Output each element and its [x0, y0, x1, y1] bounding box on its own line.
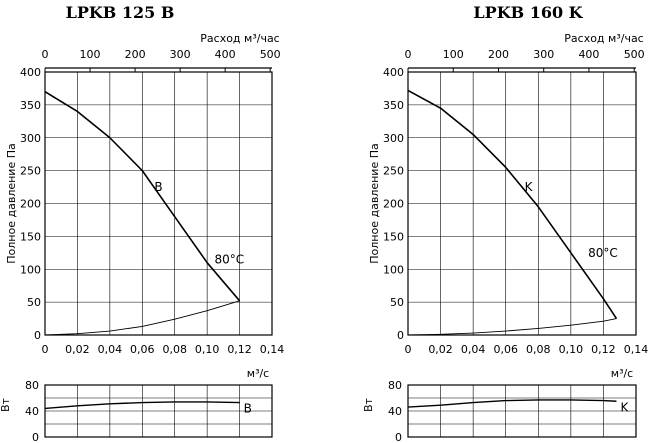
x-tick-label: 0,02	[65, 343, 90, 356]
y-tick-label: 50	[390, 296, 404, 309]
power-y-tick-label: 0	[395, 431, 402, 443]
plot-frame	[44, 71, 273, 336]
power-curve	[44, 401, 240, 410]
x-tick-label: 0,14	[624, 343, 649, 356]
plot-frame	[407, 71, 637, 336]
top-tick-label: 200	[488, 48, 509, 61]
top-tick-label: 400	[215, 48, 236, 61]
top-tick-label: 400	[578, 48, 599, 61]
pressure-curve	[407, 89, 618, 320]
y-tick-label: 100	[383, 263, 404, 276]
x-tick-label: 0,06	[130, 343, 155, 356]
system-curve	[44, 300, 240, 336]
curve-name-label: B	[154, 180, 162, 194]
power-axis-label: Вт	[362, 397, 375, 412]
temperature-annotation: 80°C	[588, 246, 618, 260]
y-tick-label: 250	[20, 165, 41, 178]
x-tick-label: 0,04	[98, 343, 123, 356]
top-tick-label: 0	[42, 48, 49, 61]
x-tick-label: 0,12	[227, 343, 252, 356]
y-tick-label: 50	[27, 296, 41, 309]
top-axis-label: Расход м³/час	[564, 32, 643, 45]
y-tick-label: 400	[383, 66, 404, 79]
x-tick-label: 0,14	[260, 343, 285, 356]
chart-title: LPKB 160 K	[473, 3, 583, 22]
x-tick-label: 0,08	[526, 343, 551, 356]
y-tick-label: 400	[20, 66, 41, 79]
y-axis-label: Полное давление Па	[368, 143, 381, 263]
y-tick-label: 250	[383, 165, 404, 178]
y-tick-label: 0	[397, 329, 404, 342]
y-tick-label: 350	[20, 99, 41, 112]
y-tick-label: 150	[383, 230, 404, 243]
y-axis-label: Полное давление Па	[5, 143, 18, 263]
y-tick-label: 100	[20, 263, 41, 276]
top-tick-label: 0	[405, 48, 412, 61]
y-tick-label: 200	[383, 198, 404, 211]
y-tick-label: 300	[20, 132, 41, 145]
x-tick-label: 0,10	[195, 343, 220, 356]
y-tick-label: 0	[34, 329, 41, 342]
x-tick-label: 0,08	[162, 343, 187, 356]
x-tick-label: 0,02	[428, 343, 453, 356]
x-tick-label: 0,10	[559, 343, 584, 356]
power-axis-label: Вт	[0, 397, 12, 412]
top-tick-label: 500	[260, 48, 281, 61]
power-frame	[407, 384, 637, 438]
power-frame	[44, 384, 273, 438]
power-curve	[407, 399, 617, 408]
top-tick-label: 100	[80, 48, 101, 61]
chart-title: LPKB 125 B	[66, 3, 175, 22]
power-y-tick-label: 40	[25, 405, 39, 418]
y-tick-label: 200	[20, 198, 41, 211]
top-tick-label: 300	[533, 48, 554, 61]
y-tick-label: 300	[383, 132, 404, 145]
top-tick-label: 100	[443, 48, 464, 61]
x-axis-label: м³/с	[247, 367, 269, 380]
x-axis-label: м³/с	[611, 367, 633, 380]
y-tick-label: 350	[383, 99, 404, 112]
power-y-tick-label: 80	[25, 379, 39, 392]
top-tick-label: 200	[125, 48, 146, 61]
y-tick-label: 150	[20, 230, 41, 243]
pressure-curve	[44, 91, 241, 302]
system-curve	[407, 318, 617, 336]
power-y-tick-label: 80	[388, 379, 402, 392]
curve-name-label: K	[525, 180, 534, 194]
x-tick-label: 0	[405, 343, 412, 356]
power-curve-label: K	[620, 400, 629, 414]
top-axis-label: Расход м³/час	[200, 32, 279, 45]
temperature-annotation: 80°C	[215, 252, 245, 266]
power-y-tick-label: 0	[32, 431, 39, 443]
x-tick-label: 0	[42, 343, 49, 356]
top-tick-label: 300	[170, 48, 191, 61]
power-y-tick-label: 40	[388, 405, 402, 418]
x-tick-label: 0,06	[493, 343, 518, 356]
power-curve-label: B	[244, 402, 252, 416]
x-tick-label: 0,04	[461, 343, 486, 356]
top-tick-label: 500	[624, 48, 645, 61]
x-tick-label: 0,12	[591, 343, 616, 356]
